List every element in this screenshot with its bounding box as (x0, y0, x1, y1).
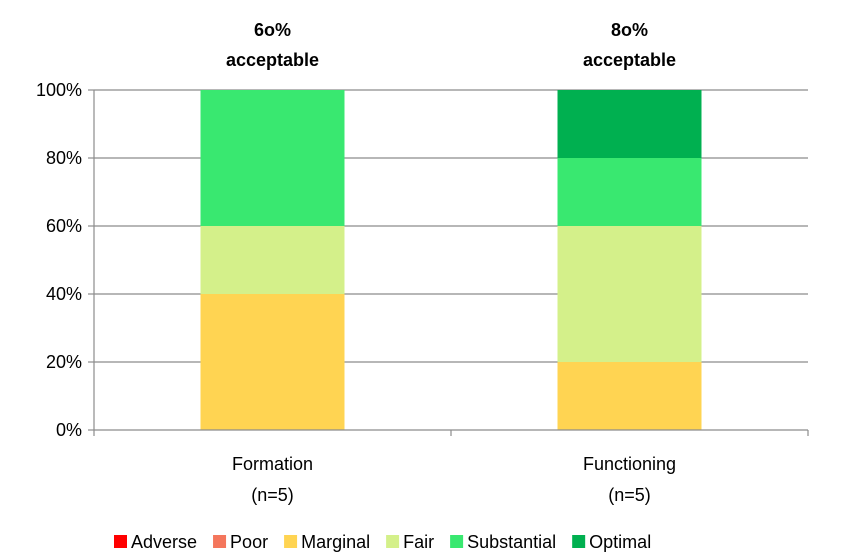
category-label: Functioning (583, 454, 676, 474)
category-sublabel: (n=5) (251, 485, 294, 505)
bar-annotation: 8o% (611, 20, 648, 40)
legend-swatch (284, 535, 298, 548)
bar-annotation: acceptable (226, 50, 319, 70)
legend-swatch (572, 535, 586, 548)
bar-segment-optimal (557, 90, 702, 158)
legend-swatch (386, 535, 400, 548)
x-category-labels: Formation (n=5) Functioning (n=5) (232, 454, 676, 505)
legend-item-optimal: Optimal (572, 532, 651, 552)
legend-label: Poor (230, 532, 268, 552)
bar-segment-substantial (200, 90, 345, 226)
y-tick-labels: 0% 20% 40% 60% 80% 100% (36, 80, 82, 440)
legend-item-substantial: Substantial (450, 532, 556, 552)
legend-swatch (114, 535, 127, 548)
y-tick-label: 0% (56, 420, 82, 440)
legend-item-adverse: Adverse (114, 532, 197, 552)
y-tick-label: 60% (46, 216, 82, 236)
y-tick-label: 40% (46, 284, 82, 304)
bar-segment-fair (200, 226, 345, 294)
legend: Adverse Poor Marginal Fair Substantial Optima… (114, 532, 651, 552)
y-tick-label: 100% (36, 80, 82, 100)
bar-annotation: 6o% (254, 20, 291, 40)
bar-segment-marginal (557, 362, 702, 430)
bar-annotation: acceptable (583, 50, 676, 70)
legend-swatch (213, 535, 227, 548)
legend-swatch (450, 535, 464, 548)
legend-label: Adverse (131, 532, 197, 552)
bars (200, 90, 702, 430)
bar-segment-marginal (200, 294, 345, 430)
legend-item-fair: Fair (386, 532, 434, 552)
category-label: Formation (232, 454, 313, 474)
legend-label: Optimal (589, 532, 651, 552)
legend-item-poor: Poor (213, 532, 268, 552)
y-tick-label: 20% (46, 352, 82, 372)
y-tick-label: 80% (46, 148, 82, 168)
bar-segment-fair (557, 226, 702, 362)
axes (88, 89, 809, 436)
legend-label: Marginal (301, 532, 370, 552)
bar-segment-substantial (557, 158, 702, 226)
category-sublabel: (n=5) (608, 485, 651, 505)
legend-label: Substantial (467, 532, 556, 552)
bar-annotations: 6o% acceptable 8o% acceptable (226, 20, 676, 70)
legend-label: Fair (403, 532, 434, 552)
legend-item-marginal: Marginal (284, 532, 370, 552)
